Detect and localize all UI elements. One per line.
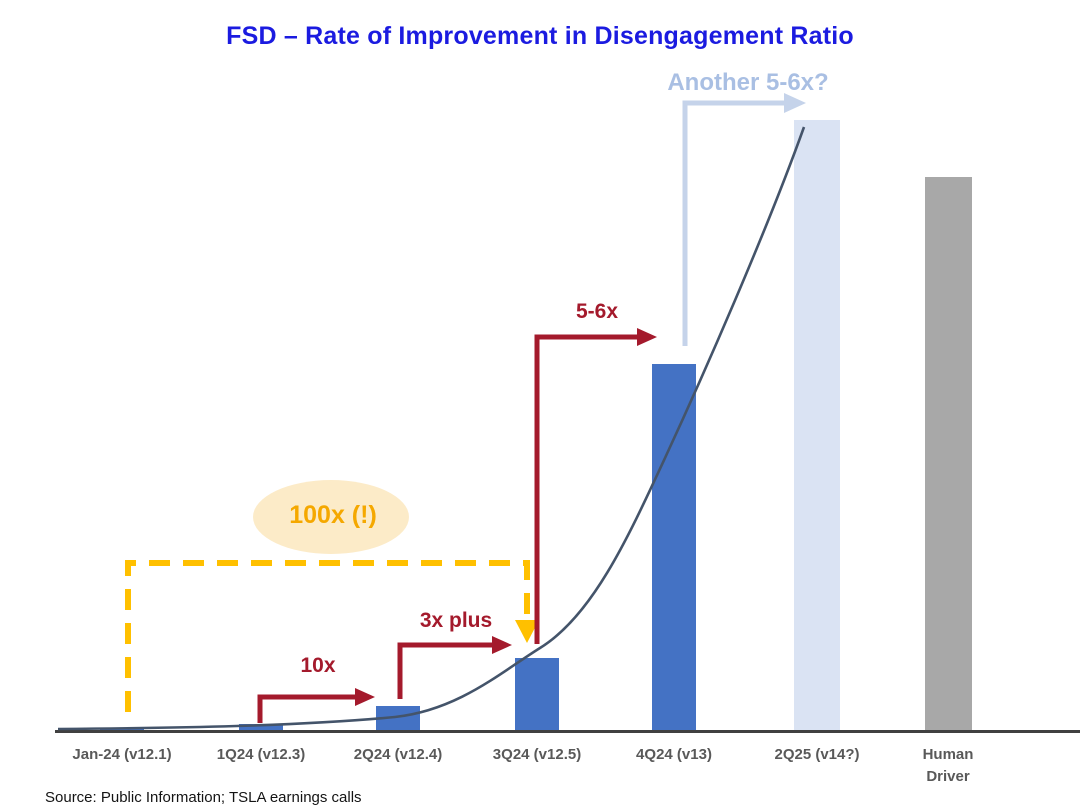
bar-4q24-v13 bbox=[652, 364, 696, 730]
source-note: Source: Public Information; TSLA earning… bbox=[45, 789, 362, 806]
x-axis-label: Human Driver bbox=[922, 746, 974, 785]
x-axis-label: Jan-24 (v12.1) bbox=[72, 746, 172, 763]
x-axis-line bbox=[55, 730, 1080, 733]
highlight-ellipse bbox=[253, 480, 409, 554]
label-100x: 100x (!) bbox=[289, 501, 377, 529]
bar-2q25-v14 bbox=[794, 120, 840, 730]
bar-1q24-v12-3 bbox=[239, 724, 283, 730]
x-axis-label: 1Q24 (v12.3) bbox=[216, 746, 306, 763]
chart-title: FSD – Rate of Improvement in Disengageme… bbox=[226, 22, 854, 50]
red-arrowhead-right-icon bbox=[355, 688, 375, 706]
dashed-bracket-100x bbox=[125, 560, 539, 712]
label-3x-plus: 3x plus bbox=[419, 609, 493, 632]
x-axis-label: 2Q25 (v14?) bbox=[774, 746, 860, 763]
arrow-another-5-6x bbox=[682, 93, 806, 346]
label-another-5-6x: Another 5-6x? bbox=[667, 69, 829, 96]
x-axis-label: 2Q24 (v12.4) bbox=[353, 746, 443, 763]
gold-arrowhead-down-icon bbox=[515, 620, 539, 643]
lightblue-arrowhead-right-icon bbox=[784, 93, 806, 113]
x-axis-label: 3Q24 (v12.5) bbox=[492, 746, 582, 763]
arrow-10x bbox=[257, 688, 375, 723]
arrow-3x-plus bbox=[397, 636, 512, 699]
x-axis-label: 4Q24 (v13) bbox=[636, 746, 712, 763]
bar-3q24-v12-5 bbox=[515, 658, 559, 730]
red-arrowhead-right-icon bbox=[492, 636, 512, 654]
red-arrowhead-right-icon bbox=[637, 328, 657, 346]
arrow-5-6x bbox=[534, 328, 657, 644]
label-5-6x: 5-6x bbox=[575, 300, 619, 323]
bar-human-driver bbox=[924, 177, 972, 730]
trend-curve bbox=[57, 126, 806, 731]
label-10x: 10x bbox=[300, 654, 336, 677]
